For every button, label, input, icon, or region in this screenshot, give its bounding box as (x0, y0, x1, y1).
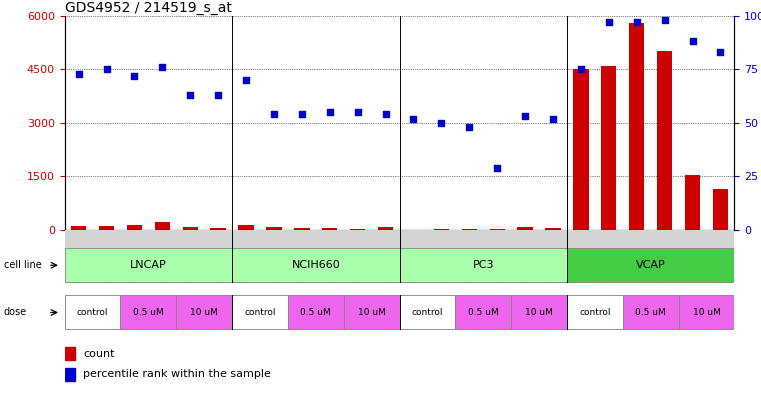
Text: control: control (579, 308, 610, 317)
Point (184, 92, 196, 98)
Text: cell line: cell line (4, 260, 42, 270)
Point (575, 66, 587, 72)
Point (463, 124, 476, 130)
Bar (65, 368, 75, 381)
Point (380, 111, 392, 118)
Text: 10 uM: 10 uM (693, 308, 721, 317)
Text: 10 uM: 10 uM (525, 308, 553, 317)
Bar (211, 228, 226, 230)
Bar (511, 296, 567, 329)
Bar (120, 296, 177, 329)
Point (100, 66, 113, 72)
Bar (713, 189, 728, 230)
Bar (65, 296, 120, 329)
Bar (657, 51, 672, 230)
Bar (322, 228, 337, 230)
Point (631, 19, 643, 25)
Bar (455, 296, 511, 329)
Bar (378, 228, 393, 230)
Bar (154, 222, 170, 230)
Bar (622, 296, 679, 329)
Text: 0.5 uM: 0.5 uM (301, 308, 331, 317)
Bar (567, 296, 622, 329)
Text: GDS4952 / 214519_s_at: GDS4952 / 214519_s_at (65, 1, 231, 15)
Point (352, 109, 364, 115)
Bar (232, 296, 288, 329)
Text: 0.5 uM: 0.5 uM (468, 308, 498, 317)
Point (129, 73, 141, 79)
Text: control: control (244, 308, 275, 317)
Text: 0.5 uM: 0.5 uM (635, 308, 666, 317)
Bar (177, 296, 232, 329)
Bar (238, 225, 253, 230)
Text: NCIH660: NCIH660 (291, 260, 340, 270)
Bar (400, 296, 455, 329)
Bar (99, 226, 114, 230)
Point (435, 119, 447, 126)
Point (686, 38, 699, 44)
Bar (601, 66, 616, 230)
Point (72, 70, 84, 77)
Text: dose: dose (4, 307, 27, 318)
Bar (546, 228, 561, 230)
Point (547, 116, 559, 122)
Point (407, 116, 419, 122)
Bar (127, 225, 142, 230)
Point (491, 165, 503, 171)
Bar (65, 248, 232, 282)
Bar (350, 229, 365, 230)
Point (156, 64, 168, 70)
Text: LNCAP: LNCAP (130, 260, 167, 270)
Point (296, 111, 308, 118)
Text: control: control (412, 308, 443, 317)
Bar (679, 296, 734, 329)
Text: VCAP: VCAP (635, 260, 666, 270)
Point (658, 17, 670, 23)
Text: 10 uM: 10 uM (358, 308, 386, 317)
Bar (295, 228, 310, 230)
Bar (685, 174, 700, 230)
Bar (232, 248, 400, 282)
Point (212, 92, 224, 98)
Bar (517, 228, 533, 230)
Text: count: count (83, 349, 115, 358)
Bar (629, 23, 645, 230)
Text: 10 uM: 10 uM (190, 308, 218, 317)
Text: control: control (77, 308, 108, 317)
Point (240, 77, 252, 83)
Point (268, 111, 280, 118)
Point (603, 19, 615, 25)
Bar (288, 296, 344, 329)
Point (323, 109, 336, 115)
Bar (71, 226, 86, 230)
Bar (183, 227, 198, 230)
Bar (400, 248, 567, 282)
Text: percentile rank within the sample: percentile rank within the sample (83, 369, 271, 379)
Point (715, 49, 727, 55)
Bar (489, 229, 505, 230)
Bar (567, 248, 734, 282)
Text: 0.5 uM: 0.5 uM (133, 308, 164, 317)
Bar (266, 227, 282, 230)
Bar (573, 69, 588, 230)
Bar (462, 229, 477, 230)
Bar (344, 296, 400, 329)
Bar (434, 229, 449, 230)
Text: PC3: PC3 (473, 260, 494, 270)
Point (519, 113, 531, 119)
Bar (65, 347, 75, 360)
